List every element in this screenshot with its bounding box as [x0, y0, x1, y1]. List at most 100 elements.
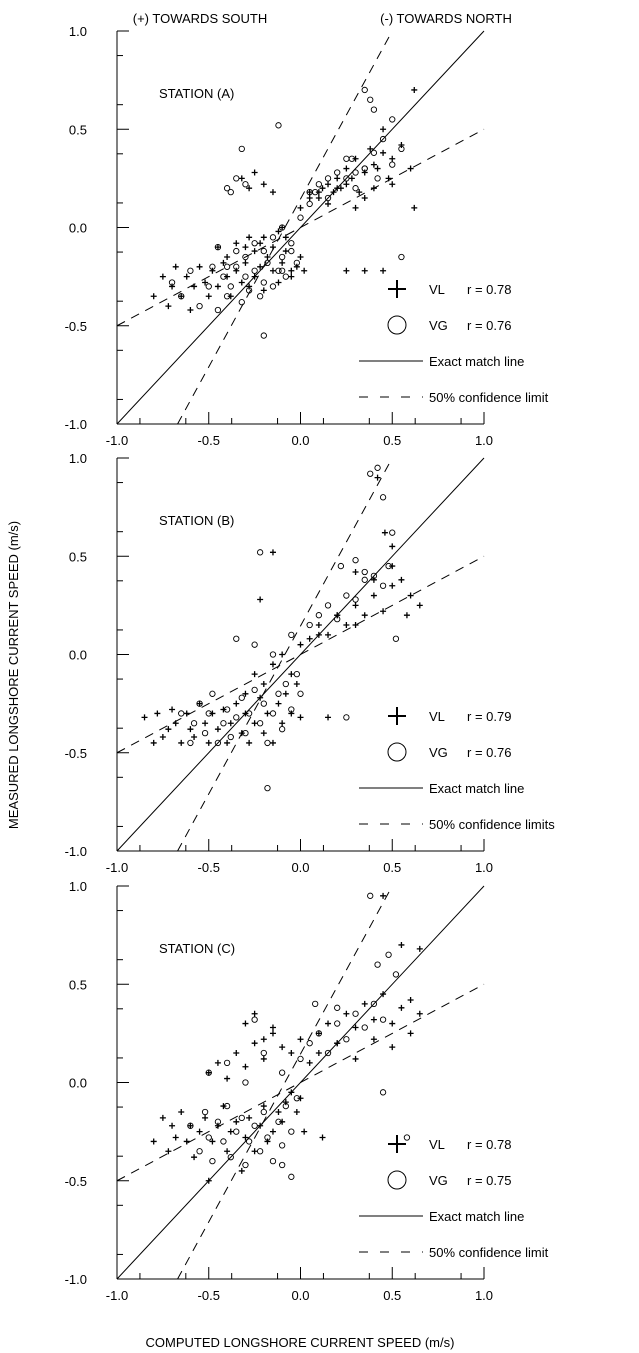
vl-point — [279, 1118, 286, 1125]
y-tick-label: 0.5 — [69, 977, 87, 992]
vl-point — [246, 283, 253, 290]
vg-point — [389, 529, 396, 536]
vl-point — [416, 945, 423, 952]
vg-point — [324, 194, 332, 202]
vl-point — [238, 1167, 245, 1174]
vl-point — [297, 253, 304, 260]
vl-point — [330, 189, 337, 196]
legend-stat: r = 0.78 — [467, 282, 511, 297]
vg-point — [223, 185, 231, 192]
vg-point — [337, 562, 345, 570]
vl-point — [169, 283, 176, 290]
vl-point — [407, 592, 414, 599]
vl-point — [251, 273, 258, 280]
vl-point — [361, 169, 368, 176]
vg-point — [282, 1102, 289, 1110]
x-tick-label: 1.0 — [475, 860, 493, 875]
legend-stat: r = 0.76 — [467, 745, 511, 760]
vg-point — [214, 306, 222, 314]
vg-point — [398, 253, 405, 261]
vg-point — [233, 1128, 240, 1135]
vg-point — [343, 592, 350, 599]
vl-point — [205, 1069, 212, 1076]
vl-point — [352, 602, 359, 609]
vl-point — [209, 1138, 216, 1145]
vg-point — [223, 1059, 231, 1067]
vl-point — [214, 1059, 221, 1066]
vg-point — [334, 615, 341, 623]
vl-point — [352, 568, 359, 575]
vg-point — [242, 729, 249, 737]
vg-point — [389, 161, 396, 168]
vg-point — [251, 1122, 258, 1129]
vl-point — [260, 680, 267, 687]
vg-point — [251, 267, 258, 274]
y-tick-label: -1.0 — [65, 844, 87, 859]
vl-point — [257, 1122, 264, 1129]
vl-point — [411, 86, 418, 93]
vl-point — [214, 1122, 221, 1129]
vg-point — [223, 706, 231, 713]
vl-point — [178, 739, 185, 746]
vl-point — [242, 244, 249, 251]
vl-point — [398, 1004, 405, 1011]
vg-point — [288, 247, 295, 255]
vg-point — [242, 1079, 249, 1086]
vl-point — [282, 248, 289, 255]
vl-point — [269, 189, 276, 196]
vl-point — [297, 714, 304, 721]
vl-point — [361, 267, 368, 274]
vl-point — [269, 267, 276, 274]
vl-point — [178, 293, 185, 300]
vl-point — [315, 195, 322, 202]
vl-point — [251, 1040, 258, 1047]
vl-point — [361, 1000, 368, 1007]
vg-point — [370, 106, 378, 113]
vg-point — [256, 1148, 264, 1155]
vg-point — [352, 185, 359, 192]
vg-point — [196, 1148, 203, 1155]
vl-point — [214, 283, 221, 290]
vg-point — [278, 1069, 286, 1076]
confidence-limit-line — [116, 128, 485, 327]
vl-point — [269, 739, 276, 746]
vl-point — [370, 185, 377, 192]
vl-point — [159, 734, 166, 741]
vl-point — [325, 714, 332, 721]
vg-point — [288, 1128, 295, 1135]
vl-point — [380, 608, 387, 615]
vl-point — [159, 1114, 166, 1121]
vg-point — [251, 1016, 258, 1023]
vl-point — [251, 248, 258, 255]
vl-point — [165, 726, 172, 733]
vg-point — [278, 253, 286, 261]
vg-point — [324, 602, 332, 609]
vl-point — [224, 1148, 231, 1155]
vl-point — [269, 661, 276, 668]
vg-point — [297, 1055, 304, 1063]
vg-point — [306, 1040, 313, 1047]
y-tick-label: -0.5 — [65, 1174, 87, 1189]
vg-point — [312, 1000, 319, 1008]
legend-label: VG — [429, 318, 448, 333]
vl-point — [214, 726, 221, 733]
vl-point — [370, 161, 377, 168]
vg-point — [214, 1118, 222, 1125]
vl-point — [282, 690, 289, 697]
vg-point — [205, 283, 212, 290]
y-tick-label: 0.0 — [69, 648, 87, 663]
vl-point — [242, 1063, 249, 1070]
vl-point — [370, 1016, 377, 1023]
vl-point — [264, 1138, 271, 1145]
vg-point — [233, 714, 240, 721]
vg-point — [370, 1000, 378, 1008]
x-tick-label: 0.5 — [383, 860, 401, 875]
vg-point — [288, 240, 295, 247]
vl-point — [411, 204, 418, 211]
header-right: (-) TOWARDS NORTH — [380, 11, 512, 26]
vg-point — [233, 247, 240, 255]
vg-point — [220, 1138, 227, 1145]
x-tick-label: 0.0 — [291, 433, 309, 448]
vl-point — [172, 263, 179, 270]
vg-point — [269, 283, 277, 290]
